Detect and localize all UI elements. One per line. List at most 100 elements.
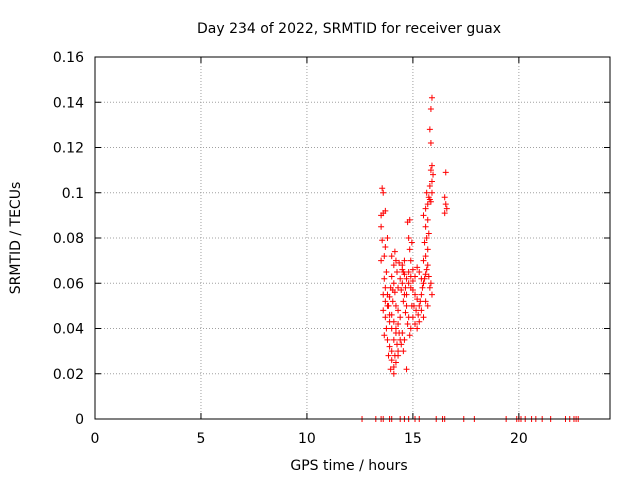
data-point: [381, 253, 388, 260]
data-point: [424, 246, 431, 253]
data-point: [389, 287, 396, 294]
data-point: [409, 266, 416, 273]
data-point: [414, 296, 421, 303]
data-point: [406, 246, 413, 253]
data-point: [402, 309, 409, 316]
data-point: [394, 268, 401, 275]
data-point: [441, 210, 448, 217]
data-point: [400, 268, 407, 275]
data-point: [380, 307, 387, 314]
data-point: [395, 352, 402, 359]
data-point: [382, 298, 389, 305]
data-point: [423, 235, 430, 241]
x-tick-label: 10: [298, 431, 316, 447]
data-point: [430, 171, 437, 178]
data-point: [428, 189, 435, 196]
data-point: [424, 216, 431, 223]
data-point: [378, 223, 385, 230]
data-point: [406, 332, 413, 339]
data-point: [442, 169, 449, 176]
data-point: [424, 302, 431, 309]
data-point: [399, 262, 406, 269]
data-point: [388, 348, 395, 355]
grid-lines: [95, 57, 610, 419]
data-point: [381, 275, 388, 282]
data-point: [383, 325, 390, 332]
y-tick-label: 0.02: [53, 367, 84, 383]
data-point: [390, 262, 397, 269]
data-point: [382, 207, 389, 214]
data-point: [382, 244, 389, 251]
data-point: [422, 298, 429, 305]
data-point: [425, 194, 432, 201]
x-tick-label: 20: [510, 431, 528, 447]
data-point: [388, 273, 395, 280]
data-point: [417, 298, 424, 305]
data-point: [406, 216, 413, 223]
data-point: [428, 178, 435, 185]
data-point: [422, 223, 429, 230]
x-tick-label: 15: [404, 431, 422, 447]
data-point: [388, 253, 395, 260]
y-tick-label: 0.14: [53, 95, 84, 111]
y-tick-label: 0.04: [53, 322, 84, 338]
data-point: [399, 330, 406, 337]
data-point: [425, 230, 432, 237]
data-point: [386, 343, 393, 350]
y-axis-label: SRMTID / TECUs: [8, 182, 24, 295]
data-point: [416, 302, 423, 309]
data-point: [413, 307, 420, 314]
data-point: [418, 307, 425, 314]
data-point: [428, 94, 435, 101]
data-point: [420, 212, 427, 219]
y-tick-label: 0.06: [53, 276, 84, 292]
data-point: [378, 257, 385, 264]
data-point: [419, 284, 426, 291]
data-point: [420, 314, 427, 321]
data-point: [389, 298, 396, 305]
data-point: [414, 325, 421, 332]
data-point: [404, 320, 411, 327]
data-point: [422, 205, 429, 212]
data-point: [412, 273, 419, 280]
x-axis-label: GPS time / hours: [290, 458, 407, 474]
data-point: [412, 291, 419, 298]
data-point: [422, 253, 429, 260]
data-point: [384, 291, 391, 298]
data-point: [426, 126, 433, 133]
data-point: [420, 257, 427, 264]
data-point: [398, 287, 405, 294]
data-point: [425, 273, 432, 280]
data-point: [418, 291, 425, 298]
data-point: [401, 257, 408, 264]
data-point: [383, 268, 390, 275]
data-point: [418, 275, 425, 282]
data-point: [382, 284, 389, 291]
data-point: [426, 284, 433, 291]
data-point: [403, 275, 410, 282]
data-point: [380, 189, 387, 196]
data-point: [427, 167, 434, 174]
data-point: [388, 357, 395, 364]
data-point: [409, 287, 416, 294]
data-point: [403, 291, 410, 298]
data-point: [423, 189, 430, 196]
data-point: [385, 352, 392, 359]
data-point: [405, 280, 412, 287]
chart-title: Day 234 of 2022, SRMTID for receiver gua…: [197, 21, 501, 37]
data-point: [428, 162, 435, 169]
data-point: [395, 320, 402, 327]
y-tick-label: 0.08: [53, 231, 84, 247]
data-point: [390, 363, 397, 370]
data-point: [400, 348, 407, 355]
data-point: [427, 280, 434, 287]
data-point: [384, 336, 391, 343]
data-point: [379, 237, 386, 244]
data-point: [401, 336, 408, 343]
data-point: [414, 264, 421, 271]
data-point: [420, 280, 427, 287]
data-point: [397, 314, 404, 321]
data-point: [390, 318, 397, 325]
data-point: [409, 314, 416, 321]
